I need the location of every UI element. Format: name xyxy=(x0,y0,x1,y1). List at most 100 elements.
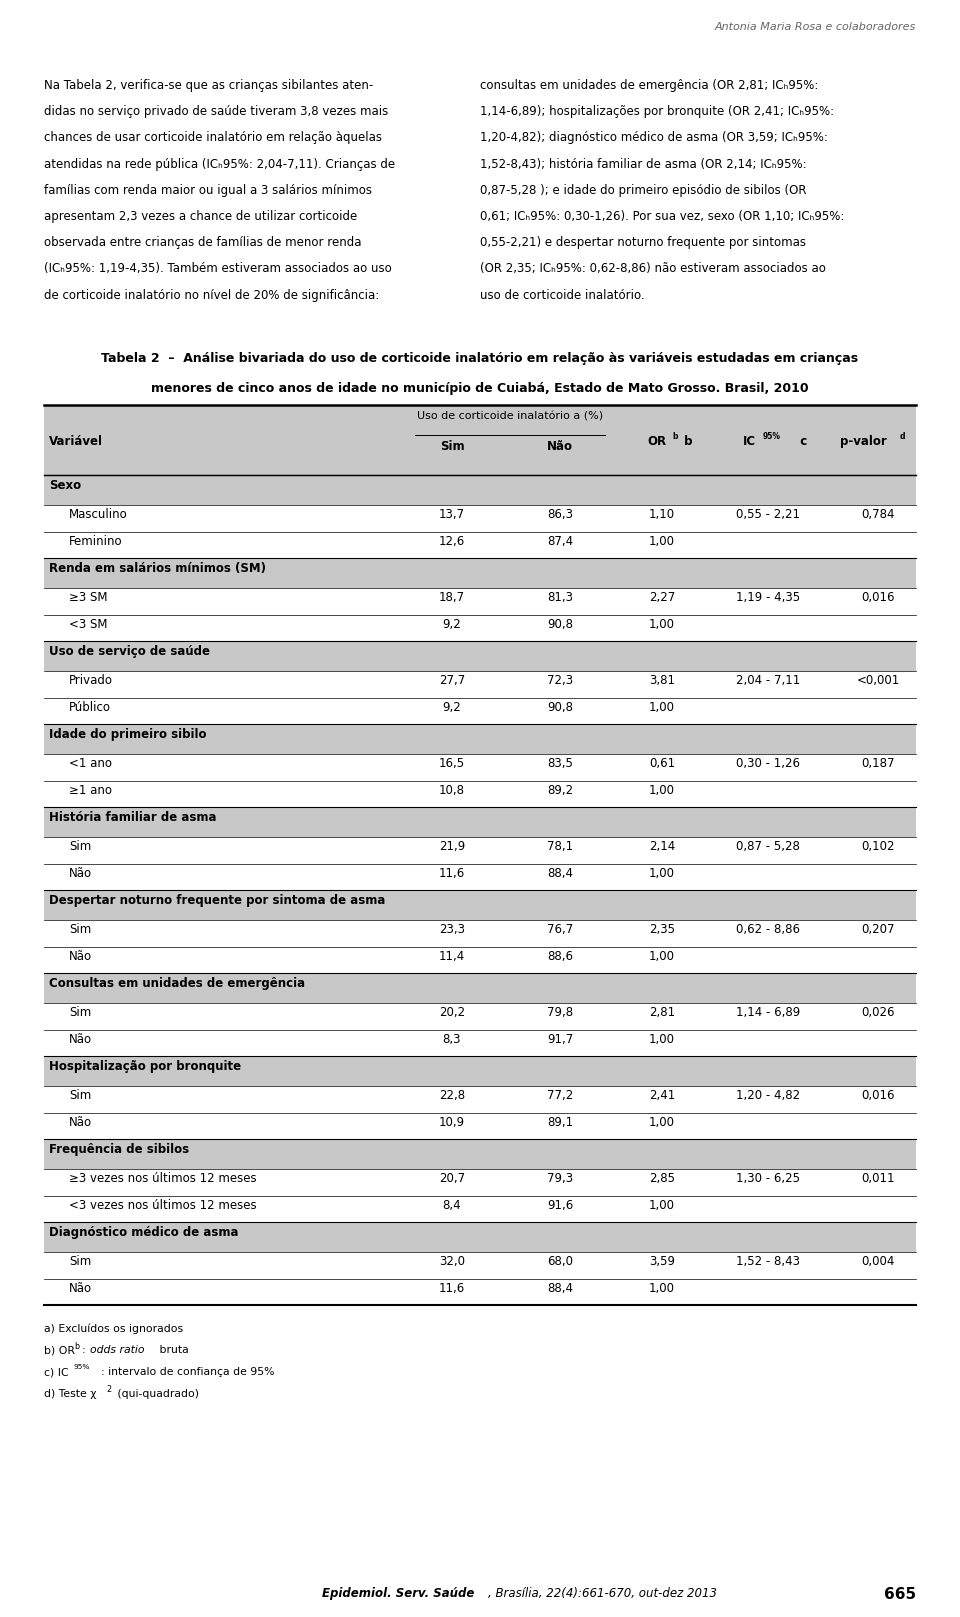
Text: 90,8: 90,8 xyxy=(547,618,573,631)
Text: 1,00: 1,00 xyxy=(649,1116,675,1129)
Bar xyxy=(44,640,916,671)
Text: 1,00: 1,00 xyxy=(649,700,675,713)
Text: 12,6: 12,6 xyxy=(439,535,466,548)
Text: Feminino: Feminino xyxy=(69,535,123,548)
Text: 2,14: 2,14 xyxy=(649,839,675,854)
Text: 2,04 - 7,11: 2,04 - 7,11 xyxy=(736,674,800,687)
Text: 1,00: 1,00 xyxy=(649,784,675,797)
Text: 1,00: 1,00 xyxy=(649,618,675,631)
Text: observada entre crianças de famílias de menor renda: observada entre crianças de famílias de … xyxy=(44,236,362,249)
Text: ≥3 SM: ≥3 SM xyxy=(69,590,108,605)
Text: 1,30 - 6,25: 1,30 - 6,25 xyxy=(736,1172,800,1185)
Text: Não: Não xyxy=(69,1033,92,1046)
Text: 11,6: 11,6 xyxy=(439,867,466,880)
Text: 20,7: 20,7 xyxy=(439,1172,465,1185)
Text: 79,3: 79,3 xyxy=(547,1172,573,1185)
Bar xyxy=(44,1138,916,1169)
Text: 1,00: 1,00 xyxy=(649,1282,675,1295)
Text: Antonia Maria Rosa e colaboradores: Antonia Maria Rosa e colaboradores xyxy=(715,23,916,32)
Text: b: b xyxy=(74,1342,79,1350)
Text: Não: Não xyxy=(547,440,573,453)
Text: , Brasília, 22(4):661-670, out-dez 2013: , Brasília, 22(4):661-670, out-dez 2013 xyxy=(488,1586,717,1599)
Text: 1,00: 1,00 xyxy=(649,535,675,548)
Text: 3,59: 3,59 xyxy=(649,1255,675,1268)
Text: consultas em unidades de emergência (OR 2,81; ICₕ95%:: consultas em unidades de emergência (OR … xyxy=(480,79,818,92)
Text: 8,4: 8,4 xyxy=(443,1198,462,1211)
Text: Sim: Sim xyxy=(69,839,91,854)
Bar xyxy=(44,475,916,505)
Bar xyxy=(44,404,916,475)
Text: Uso de corticoide inalatório a (%): Uso de corticoide inalatório a (%) xyxy=(417,411,603,420)
Text: Não: Não xyxy=(69,1116,92,1129)
Text: d: d xyxy=(900,432,905,441)
Text: 0,62 - 8,86: 0,62 - 8,86 xyxy=(736,923,800,936)
Text: bruta: bruta xyxy=(156,1345,189,1355)
Text: 88,6: 88,6 xyxy=(547,949,573,962)
Text: 91,6: 91,6 xyxy=(547,1198,573,1211)
Text: Sim: Sim xyxy=(440,440,465,453)
Text: Não: Não xyxy=(69,1282,92,1295)
Text: IC: IC xyxy=(743,435,756,448)
Text: 86,3: 86,3 xyxy=(547,508,573,521)
Text: História familiar de asma: História familiar de asma xyxy=(49,812,217,825)
Text: (qui-quadrado): (qui-quadrado) xyxy=(114,1389,199,1399)
Text: b: b xyxy=(680,435,692,448)
Text: 76,7: 76,7 xyxy=(547,923,573,936)
Text: menores de cinco anos de idade no município de Cuiabá, Estado de Mato Grosso. Br: menores de cinco anos de idade no municí… xyxy=(151,382,809,395)
Text: 3,81: 3,81 xyxy=(649,674,675,687)
Text: 0,016: 0,016 xyxy=(861,590,895,605)
Text: 0,187: 0,187 xyxy=(861,757,895,770)
Text: 0,102: 0,102 xyxy=(861,839,895,854)
Text: 0,016: 0,016 xyxy=(861,1088,895,1103)
Text: Despertar noturno frequente por sintoma de asma: Despertar noturno frequente por sintoma … xyxy=(49,894,385,907)
Text: 0,87-5,28 ); e idade do primeiro episódio de sibilos (OR: 0,87-5,28 ); e idade do primeiro episódi… xyxy=(480,184,806,197)
Bar xyxy=(44,807,916,838)
Text: <0,001: <0,001 xyxy=(856,674,900,687)
Text: 81,3: 81,3 xyxy=(547,590,573,605)
Text: Público: Público xyxy=(69,700,111,713)
Text: (ICₕ95%: 1,19-4,35). Também estiveram associados ao uso: (ICₕ95%: 1,19-4,35). Também estiveram as… xyxy=(44,262,392,275)
Text: 1,00: 1,00 xyxy=(649,949,675,962)
Text: 91,7: 91,7 xyxy=(547,1033,573,1046)
Text: 32,0: 32,0 xyxy=(439,1255,465,1268)
Text: 68,0: 68,0 xyxy=(547,1255,573,1268)
Text: Masculino: Masculino xyxy=(69,508,128,521)
Text: Sim: Sim xyxy=(69,1088,91,1103)
Text: Uso de serviço de saúde: Uso de serviço de saúde xyxy=(49,645,210,658)
Text: b: b xyxy=(672,432,678,441)
Text: 88,4: 88,4 xyxy=(547,1282,573,1295)
Text: b) OR: b) OR xyxy=(44,1345,75,1355)
Text: Sim: Sim xyxy=(69,923,91,936)
Text: 95%: 95% xyxy=(74,1365,90,1370)
Text: 20,2: 20,2 xyxy=(439,1006,465,1019)
Text: 0,004: 0,004 xyxy=(861,1255,895,1268)
Text: Frequência de sibilos: Frequência de sibilos xyxy=(49,1143,189,1156)
Text: ≥1 ano: ≥1 ano xyxy=(69,784,112,797)
Text: 1,10: 1,10 xyxy=(649,508,675,521)
Text: c: c xyxy=(792,435,807,448)
Text: 13,7: 13,7 xyxy=(439,508,465,521)
Text: (OR 2,35; ICₕ95%: 0,62-8,86) não estiveram associados ao: (OR 2,35; ICₕ95%: 0,62-8,86) não estiver… xyxy=(480,262,826,275)
Text: 83,5: 83,5 xyxy=(547,757,573,770)
Text: 21,9: 21,9 xyxy=(439,839,466,854)
Text: 1,52 - 8,43: 1,52 - 8,43 xyxy=(736,1255,800,1268)
Text: c) IC: c) IC xyxy=(44,1366,68,1378)
Text: <1 ano: <1 ano xyxy=(69,757,112,770)
Text: Sim: Sim xyxy=(69,1006,91,1019)
Text: 10,9: 10,9 xyxy=(439,1116,465,1129)
Text: 2,35: 2,35 xyxy=(649,923,675,936)
Bar xyxy=(44,1222,916,1252)
Text: d) Teste χ: d) Teste χ xyxy=(44,1389,97,1399)
Text: didas no serviço privado de saúde tiveram 3,8 vezes mais: didas no serviço privado de saúde tivera… xyxy=(44,105,388,118)
Text: 0,55-2,21) e despertar noturno frequente por sintomas: 0,55-2,21) e despertar noturno frequente… xyxy=(480,236,806,249)
Text: 16,5: 16,5 xyxy=(439,757,465,770)
Text: 0,026: 0,026 xyxy=(861,1006,895,1019)
Text: Sim: Sim xyxy=(69,1255,91,1268)
Text: 1,00: 1,00 xyxy=(649,1033,675,1046)
Text: 95%: 95% xyxy=(763,432,781,441)
Text: 1,20 - 4,82: 1,20 - 4,82 xyxy=(736,1088,800,1103)
Text: apresentam 2,3 vezes a chance de utilizar corticoide: apresentam 2,3 vezes a chance de utiliza… xyxy=(44,210,357,223)
Text: 9,2: 9,2 xyxy=(443,700,462,713)
Text: : intervalo de confiança de 95%: : intervalo de confiança de 95% xyxy=(101,1366,275,1378)
Text: 88,4: 88,4 xyxy=(547,867,573,880)
